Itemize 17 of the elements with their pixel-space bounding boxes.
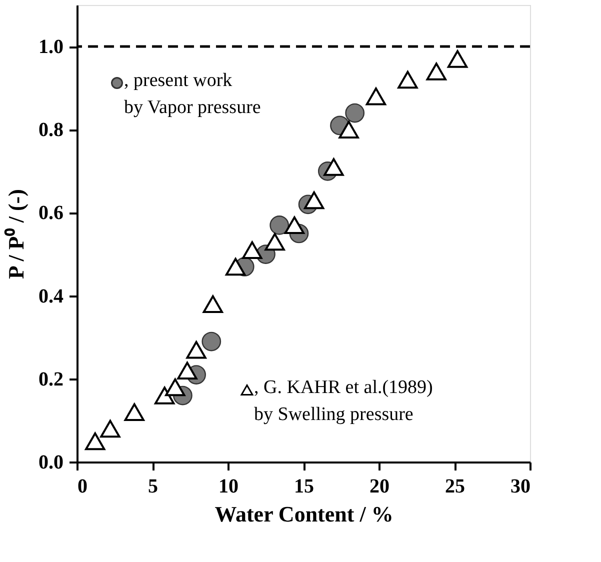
x-tick-label: 25 (445, 476, 465, 498)
legend-label: , present work by Vapor pressure (124, 70, 261, 118)
x-tick-label: 20 (370, 476, 390, 498)
x-tick-label: 30 (510, 476, 530, 498)
y-tick-label: 1.0 (38, 36, 64, 58)
x-tick-label: 10 (218, 476, 238, 498)
x-axis-title: Water Content / % (214, 502, 394, 526)
x-tick-label: 5 (148, 476, 158, 498)
y-tick-label: 0.6 (38, 202, 64, 224)
y-tick-label: 0.4 (38, 285, 64, 308)
y-axis-title: P / P⁰ / (-) (4, 189, 28, 279)
y-tick-label: 0.2 (38, 368, 64, 390)
x-tick-label: 15 (294, 476, 314, 498)
legend-label: , G. KAHR et al.(1989) by Swelling pressure (254, 377, 433, 425)
x-tick-label: 0 (78, 476, 88, 498)
y-tick-label: 0.0 (38, 452, 64, 474)
y-tick-label: 0.8 (38, 119, 64, 142)
